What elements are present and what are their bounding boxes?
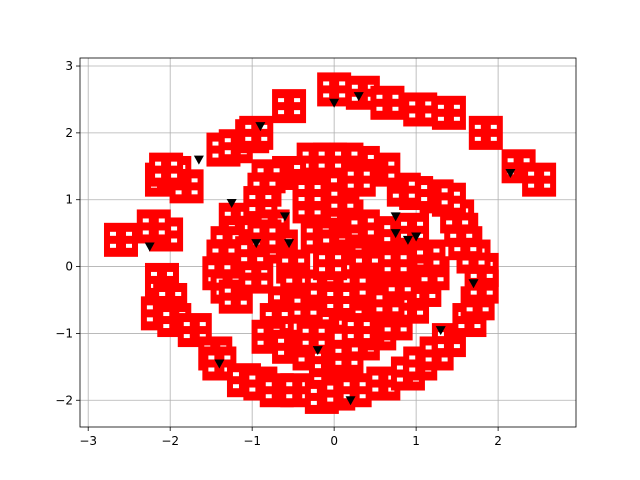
square-marker: [103, 222, 138, 257]
square-marker: [296, 319, 331, 354]
square-marker: [341, 313, 376, 348]
square-marker: [247, 219, 282, 254]
y-tick-label: 3: [65, 59, 73, 73]
square-series: [103, 72, 557, 414]
y-tick-label: 2: [65, 126, 73, 140]
y-tick-labels: −2 −1 0 1 2 3: [55, 59, 73, 407]
square-marker: [136, 209, 171, 244]
square-marker: [341, 162, 376, 197]
square-marker: [370, 85, 405, 120]
triangle-marker: [435, 326, 446, 336]
square-marker: [431, 95, 466, 130]
triangle-marker: [312, 346, 323, 356]
axes-frame: [79, 57, 577, 428]
triangle-marker: [505, 168, 516, 178]
x-tick-label: 1: [412, 434, 420, 448]
y-tick-label: 0: [65, 260, 73, 274]
axis-ticks: [76, 65, 499, 431]
triangle-marker: [255, 122, 266, 132]
triangle-marker: [193, 155, 204, 165]
triangle-marker: [214, 359, 225, 369]
x-tick-label: −2: [161, 434, 179, 448]
x-tick-labels: −3 −2 −1 0 1 2: [79, 434, 502, 448]
triangle-marker: [390, 212, 401, 222]
square-marker: [395, 212, 430, 247]
triangle-marker: [468, 279, 479, 289]
triangle-marker: [226, 199, 237, 209]
square-marker: [239, 115, 274, 150]
square-marker: [313, 246, 348, 281]
square-marker: [321, 282, 356, 317]
square-marker: [292, 176, 327, 211]
square-marker: [403, 92, 438, 127]
x-tick-label: 2: [494, 434, 502, 448]
triangle-marker: [279, 212, 290, 222]
y-tick-label: −2: [55, 393, 73, 407]
triangle-marker: [390, 229, 401, 239]
triangle-marker: [251, 239, 262, 249]
triangle-marker: [144, 242, 155, 252]
triangle-marker: [402, 235, 413, 245]
triangle-marker: [345, 396, 356, 406]
y-tick-label: −1: [55, 326, 73, 340]
square-marker: [468, 115, 503, 150]
square-marker: [149, 152, 184, 187]
triangle-marker: [411, 232, 422, 242]
x-tick-label: −1: [243, 434, 261, 448]
x-tick-label: −3: [79, 434, 97, 448]
x-tick-label: 0: [330, 434, 338, 448]
square-marker: [522, 162, 557, 197]
triangle-marker: [353, 92, 364, 102]
triangle-marker: [329, 98, 340, 108]
triangle-series: [144, 92, 516, 406]
y-tick-label: 1: [65, 193, 73, 207]
square-marker: [272, 89, 307, 124]
square-marker: [337, 373, 372, 408]
triangle-marker: [284, 239, 295, 249]
square-marker: [378, 246, 413, 281]
